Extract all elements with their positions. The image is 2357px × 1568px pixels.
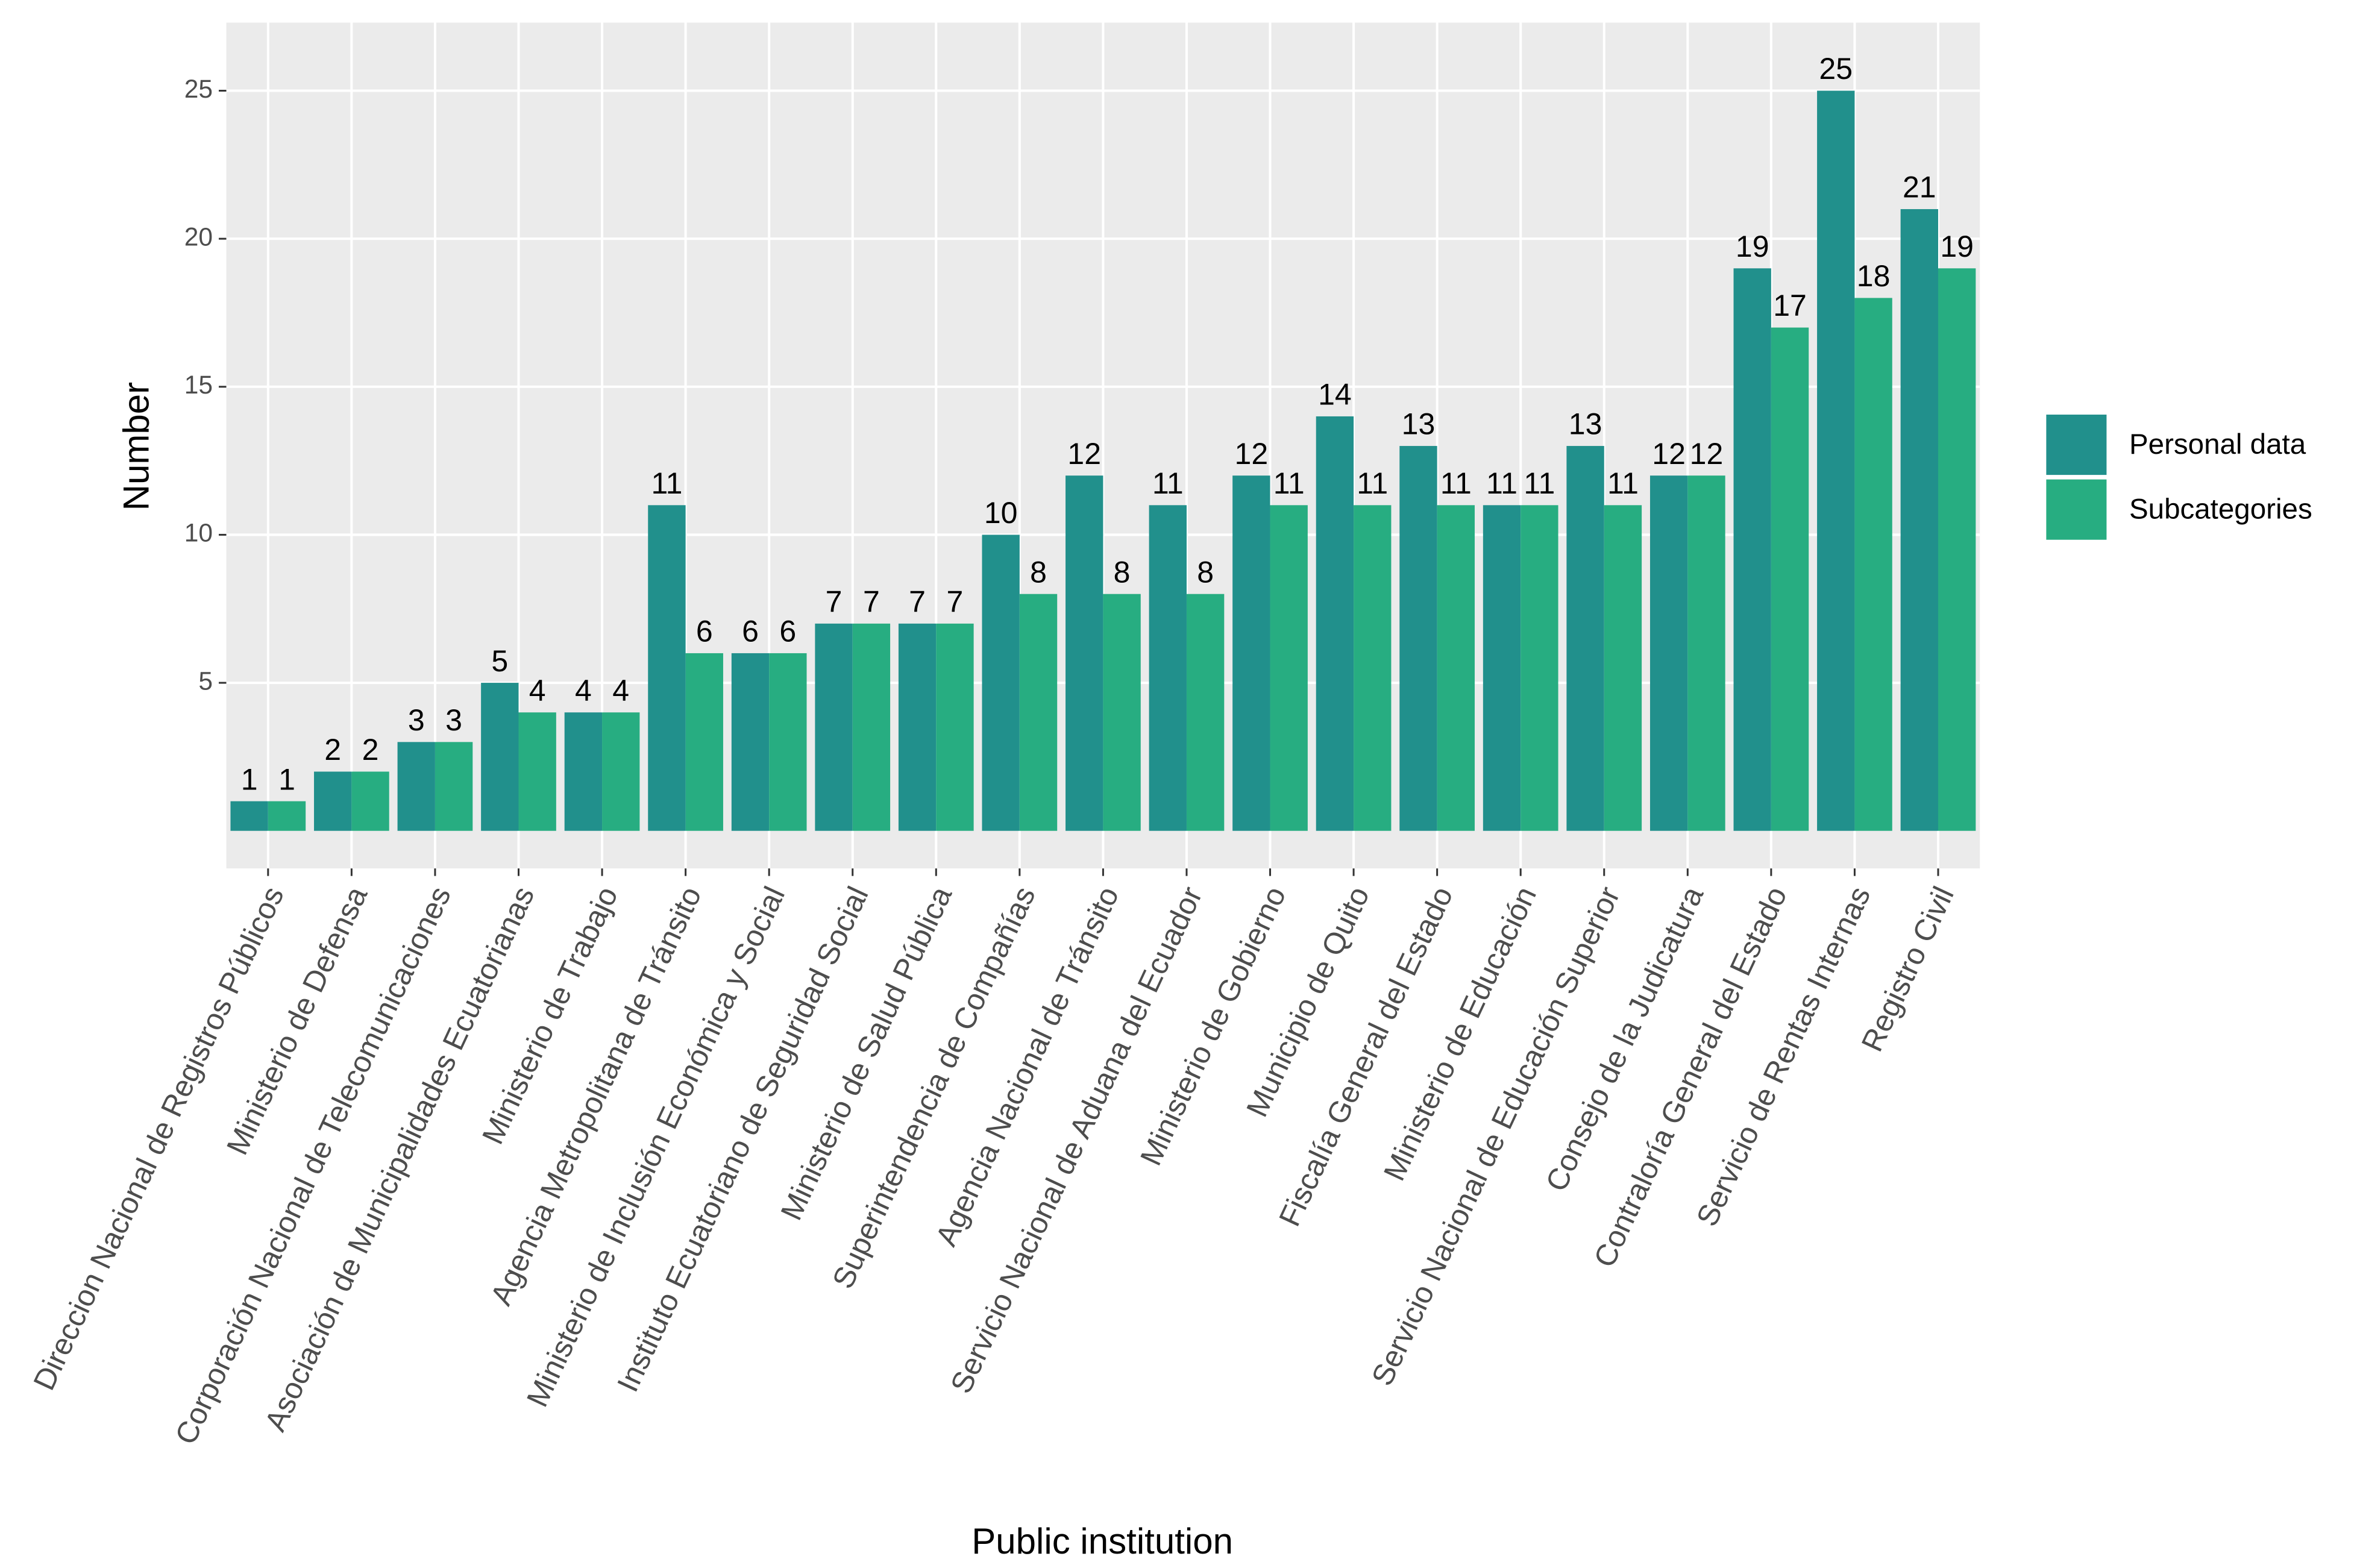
- bar: [1066, 475, 1103, 831]
- value-label: 1: [278, 762, 295, 796]
- value-label: 11: [1524, 466, 1555, 500]
- value-label: 17: [1773, 289, 1807, 322]
- y-tick-label: 25: [184, 75, 213, 104]
- value-label: 10: [984, 496, 1018, 530]
- bar: [731, 653, 770, 831]
- value-label: 2: [324, 733, 341, 767]
- bar: [314, 771, 352, 831]
- value-label: 21: [1903, 171, 1936, 204]
- bar: [685, 653, 723, 831]
- y-axis-title: Number: [116, 382, 156, 511]
- bar: [1687, 475, 1725, 831]
- bar: [230, 801, 268, 831]
- value-label: 13: [1569, 407, 1602, 441]
- bar: [1938, 268, 1976, 831]
- x-tick-label: Ministerio de Educación: [1377, 882, 1543, 1186]
- value-label: 12: [1652, 437, 1686, 471]
- value-label: 12: [1235, 437, 1269, 471]
- value-label: 19: [1736, 230, 1769, 263]
- value-label: 19: [1940, 230, 1974, 263]
- bar: [1733, 268, 1771, 831]
- value-label: 11: [1440, 466, 1472, 500]
- value-label: 25: [1819, 52, 1853, 86]
- bar: [769, 653, 807, 831]
- value-label: 12: [1690, 437, 1724, 471]
- y-tick-label: 15: [184, 371, 213, 400]
- legend-label: Subcategories: [2129, 494, 2312, 525]
- bar: [518, 712, 556, 831]
- bar: [1399, 446, 1437, 831]
- bar: [1649, 475, 1688, 831]
- bar: [481, 683, 519, 831]
- value-label: 11: [1273, 466, 1305, 500]
- bar: [1232, 475, 1270, 831]
- bar: [1316, 416, 1354, 831]
- bar: [1186, 594, 1225, 831]
- y-tick-label: 5: [198, 666, 213, 695]
- bar: [1019, 594, 1058, 831]
- bar: [1521, 505, 1558, 831]
- value-label: 11: [1152, 466, 1184, 500]
- value-label: 11: [651, 466, 682, 500]
- value-label: 11: [1486, 466, 1517, 500]
- value-label: 6: [742, 615, 759, 648]
- value-label: 7: [826, 585, 843, 619]
- bar: [982, 535, 1020, 831]
- bar: [1483, 505, 1521, 831]
- bar: [351, 771, 389, 831]
- legend-key: [2046, 415, 2107, 475]
- value-label: 3: [445, 703, 462, 737]
- value-label: 7: [909, 585, 926, 619]
- value-label: 18: [1857, 259, 1891, 293]
- value-label: 14: [1318, 378, 1352, 412]
- bar: [564, 712, 603, 831]
- value-label: 11: [1357, 466, 1388, 500]
- x-axis-title: Public institution: [971, 1521, 1233, 1561]
- bar: [852, 623, 891, 831]
- bar: [1771, 327, 1809, 831]
- bar: [1270, 505, 1308, 831]
- bar: [936, 623, 974, 831]
- legend-key: [2046, 479, 2107, 540]
- bar: [1437, 505, 1475, 831]
- bar: [397, 742, 435, 831]
- bar: [1149, 505, 1187, 831]
- bar: [1566, 446, 1604, 831]
- bar: [435, 742, 473, 831]
- bar: [268, 801, 306, 831]
- value-label: 1: [241, 762, 258, 796]
- value-label: 6: [696, 615, 713, 648]
- bar: [815, 623, 853, 831]
- bar: [1900, 209, 1938, 831]
- bar: [602, 712, 640, 831]
- value-label: 4: [529, 674, 546, 707]
- value-label: 8: [1197, 555, 1214, 589]
- value-label: 4: [575, 674, 592, 707]
- legend-label: Personal data: [2129, 428, 2306, 460]
- value-label: 7: [947, 585, 964, 619]
- bar: [1103, 594, 1141, 831]
- value-label: 11: [1607, 466, 1639, 500]
- bar: [1604, 505, 1642, 831]
- bar: [1817, 90, 1855, 831]
- value-label: 8: [1030, 555, 1047, 589]
- value-label: 2: [362, 733, 379, 767]
- value-label: 12: [1067, 437, 1101, 471]
- value-label: 8: [1114, 555, 1131, 589]
- bar: [898, 623, 937, 831]
- value-label: 6: [779, 615, 796, 648]
- bar: [1854, 298, 1892, 831]
- y-tick-label: 10: [184, 519, 213, 548]
- x-tick-label: Consejo de la Judicatura: [1539, 882, 1710, 1197]
- value-label: 7: [863, 585, 880, 619]
- y-tick-label: 20: [184, 222, 213, 251]
- bar: [1354, 505, 1392, 831]
- value-label: 4: [612, 674, 629, 707]
- value-label: 5: [491, 644, 508, 678]
- value-label: 13: [1402, 407, 1436, 441]
- bar: [648, 505, 686, 831]
- value-label: 3: [408, 703, 425, 737]
